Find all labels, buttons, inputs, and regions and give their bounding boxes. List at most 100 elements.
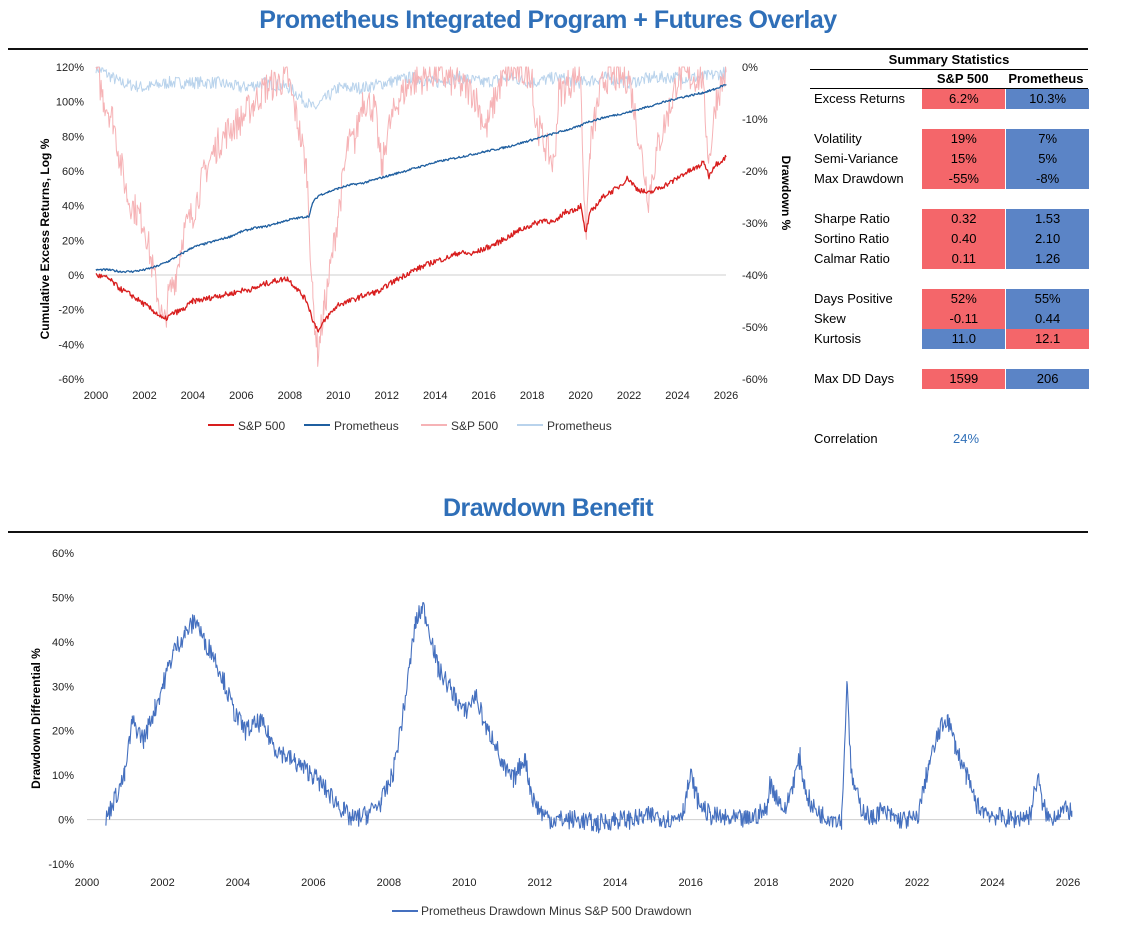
stats-row-label: Sortino Ratio — [814, 231, 890, 246]
y-tick-label: 40% — [52, 637, 74, 649]
stats-row: Semi-Variance 15% 5% — [810, 149, 1090, 169]
x-tick-label: 2008 — [278, 390, 302, 402]
summary-statistics-table: Summary Statistics S&P 500 Prometheus Ex… — [810, 51, 1090, 449]
stats-prometheus-value: 2.10 — [1006, 229, 1090, 249]
stats-sp500-value: 0.40 — [922, 229, 1006, 249]
x-tick-label: 2018 — [754, 877, 778, 889]
x-tick-label: 2006 — [229, 390, 253, 402]
stats-row: Sharpe Ratio 0.32 1.53 — [810, 209, 1090, 229]
stats-prometheus-value: 0.44 — [1006, 309, 1090, 329]
stats-sp500-value: 52% — [922, 289, 1006, 309]
y-tick-label: 10% — [52, 770, 74, 782]
stats-sp500-value: 0.11 — [922, 249, 1006, 269]
bottom-divider — [8, 531, 1088, 533]
stats-sp500-value: 6.2% — [922, 89, 1006, 109]
stats-col-sp500: S&P 500 — [936, 71, 989, 86]
x-tick-label: 2026 — [1056, 877, 1080, 889]
x-tick-label: 2014 — [423, 390, 447, 402]
stats-prometheus-value: 7% — [1006, 129, 1090, 149]
series-line-drawdown-benefit — [105, 602, 1073, 834]
drawdown-benefit-chart: 60% 50% 40% 30% 20% 10% 0% -10%2000 2002 2004 2006… — [29, 548, 1080, 918]
x-tick-label: 2004 — [226, 877, 250, 889]
stats-spacer — [810, 189, 1090, 209]
stats-body: Excess Returns 6.2% 10.3% Volatility 19% 7% Se… — [810, 89, 1090, 389]
legend-item: Prometheus — [304, 419, 399, 433]
x-tick-label: 2012 — [528, 877, 552, 889]
stats-title: Summary Statistics — [810, 51, 1088, 70]
y-tick-label: -10% — [48, 859, 74, 871]
stats-prometheus-value: 55% — [1006, 289, 1090, 309]
stats-sp500-value: 1599 — [922, 369, 1006, 389]
stats-row-label: Excess Returns — [814, 91, 906, 106]
y2-tick-label: 0% — [742, 62, 758, 74]
x-tick-label: 2020 — [829, 877, 853, 889]
y2-tick-label: -40% — [742, 270, 768, 282]
x-tick-label: 2000 — [75, 877, 99, 889]
stats-prometheus-value: 1.26 — [1006, 249, 1090, 269]
x-tick-label: 2022 — [905, 877, 929, 889]
x-tick-label: 2002 — [150, 877, 174, 889]
x-tick-label: 2026 — [714, 390, 738, 402]
stats-column-headers: S&P 500 Prometheus — [810, 70, 1088, 89]
stats-prometheus-value: 1.53 — [1006, 209, 1090, 229]
y-tick-label: 20% — [52, 726, 74, 738]
x-tick-label: 2024 — [665, 390, 689, 402]
stats-row: Max DD Days 1599 206 — [810, 369, 1090, 389]
x-tick-label: 2014 — [603, 877, 627, 889]
y-tick-label: -40% — [58, 339, 84, 351]
y2-tick-label: -30% — [742, 218, 768, 230]
stats-row: Calmar Ratio 0.11 1.26 — [810, 249, 1090, 269]
stats-row: Days Positive 52% 55% — [810, 289, 1090, 309]
stats-row-label: Kurtosis — [814, 331, 861, 346]
stats-row-label: Calmar Ratio — [814, 251, 890, 266]
series-line-prometheus-drawdown — [95, 66, 727, 110]
y-tick-label: 60% — [62, 166, 84, 178]
series-line-s-p-500-drawdown — [95, 66, 727, 367]
legend-item: S&P 500 — [208, 419, 285, 433]
correlation-row: Correlation 24% — [810, 429, 1090, 449]
legend-label: Prometheus — [547, 419, 612, 433]
y2-tick-label: -10% — [742, 114, 768, 126]
stats-row: Sortino Ratio 0.40 2.10 — [810, 229, 1090, 249]
stats-prometheus-value: 12.1 — [1006, 329, 1090, 349]
y-axis-title: Cumulative Excess Returns, Log % — [38, 138, 52, 339]
stats-sp500-value: 0.32 — [922, 209, 1006, 229]
y2-axis-title: Drawdown % — [779, 156, 793, 231]
legend-label: S&P 500 — [451, 419, 498, 433]
legend-label: Prometheus Drawdown Minus S&P 500 Drawdo… — [421, 904, 692, 918]
stats-row-label: Volatility — [814, 131, 862, 146]
stats-spacer — [810, 269, 1090, 289]
x-tick-label: 2020 — [568, 390, 592, 402]
stats-row: Excess Returns 6.2% 10.3% — [810, 89, 1090, 109]
x-tick-label: 2012 — [375, 390, 399, 402]
correlation-value: 24% — [952, 431, 980, 446]
y-tick-label: 40% — [62, 201, 84, 213]
stats-row-label: Days Positive — [814, 291, 893, 306]
stats-row-label: Sharpe Ratio — [814, 211, 890, 226]
x-tick-label: 2006 — [301, 877, 325, 889]
stats-row-label: Max Drawdown — [814, 171, 904, 186]
y-tick-label: 60% — [52, 548, 74, 560]
legend-item: S&P 500 — [421, 419, 498, 433]
stats-prometheus-value: -8% — [1006, 169, 1090, 189]
series-line-prometheus-returns — [95, 84, 727, 274]
legend-label: S&P 500 — [238, 419, 285, 433]
legend-item: Prometheus — [517, 419, 612, 433]
stats-row-label: Skew — [814, 311, 846, 326]
y-tick-label: 20% — [62, 235, 84, 247]
x-tick-label: 2024 — [980, 877, 1004, 889]
y-tick-label: 50% — [52, 592, 74, 604]
stats-row: Skew -0.11 0.44 — [810, 309, 1090, 329]
stats-sp500-value: -0.11 — [922, 309, 1006, 329]
stats-row-label: Semi-Variance — [814, 151, 899, 166]
stats-sp500-value: 11.0 — [922, 329, 1006, 349]
stats-prometheus-value: 5% — [1006, 149, 1090, 169]
x-tick-label: 2016 — [471, 390, 495, 402]
y-tick-label: 0% — [68, 270, 84, 282]
x-tick-label: 2000 — [84, 390, 108, 402]
x-tick-label: 2010 — [326, 390, 350, 402]
stats-row: Max Drawdown -55% -8% — [810, 169, 1090, 189]
y-tick-label: 120% — [56, 62, 84, 74]
y-tick-label: 100% — [56, 97, 84, 109]
x-tick-label: 2002 — [132, 390, 156, 402]
